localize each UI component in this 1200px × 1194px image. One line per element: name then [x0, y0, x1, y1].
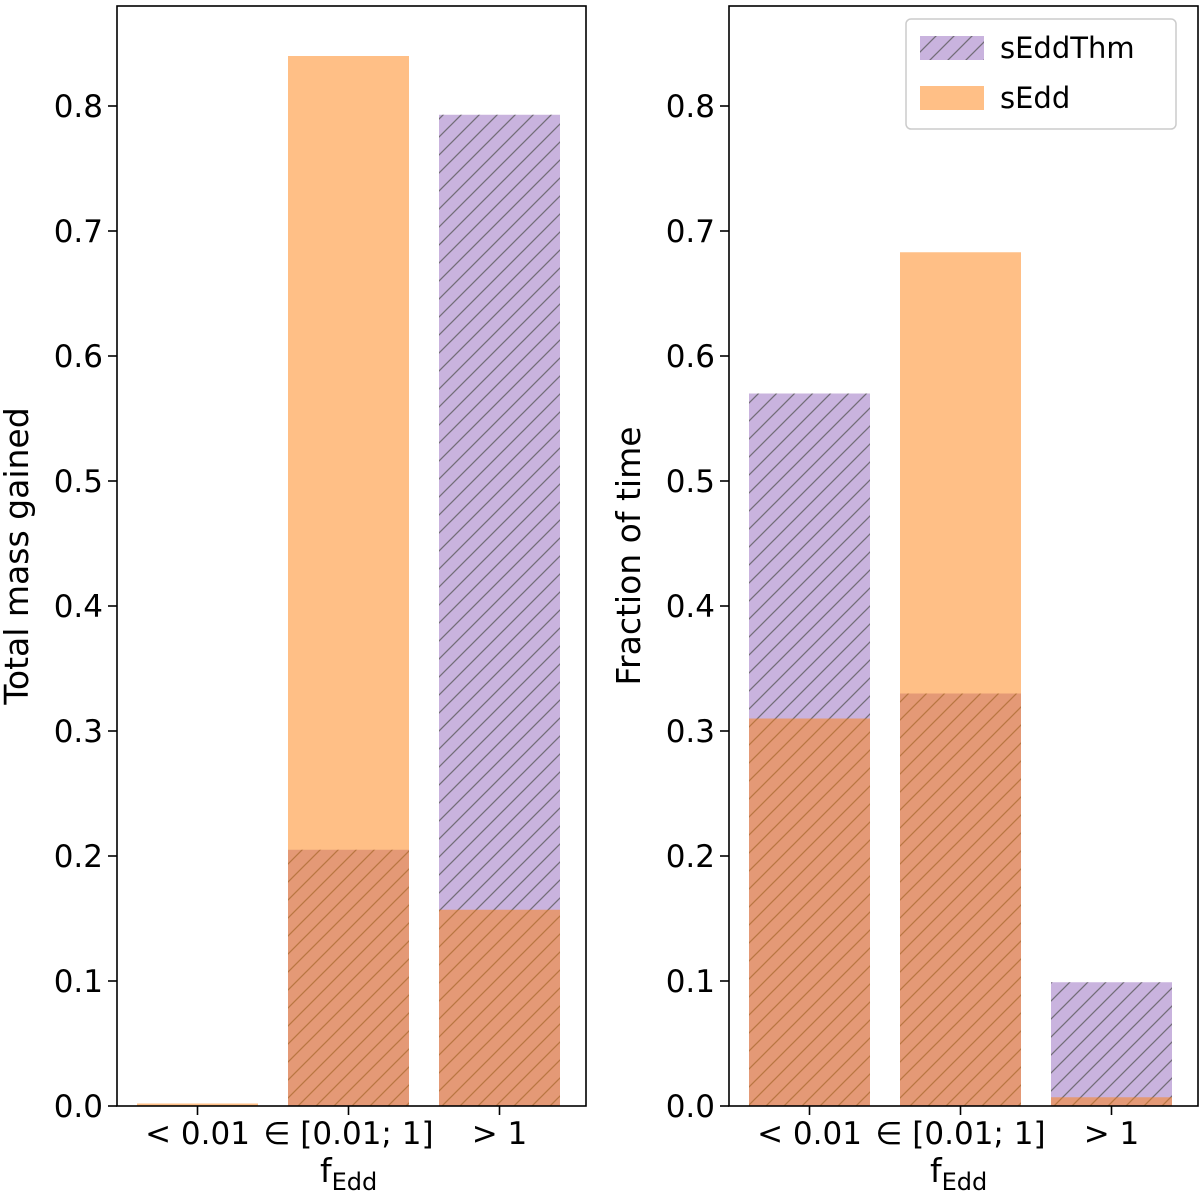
right-y-tick-label-4: 0.4	[666, 589, 715, 625]
right-y-axis-label: Fraction of time	[609, 426, 648, 685]
legend: sEddThm sEdd	[905, 18, 1177, 130]
right-y-tick-label-3: 0.3	[666, 714, 715, 750]
left-plot-frame	[116, 5, 587, 1107]
left-bars	[137, 56, 560, 1106]
left-x-ticks: < 0.01 ∈ [0.01; 1] > 1	[145, 1106, 527, 1152]
right-x-tick-label-2: > 1	[1084, 1116, 1140, 1152]
right-y-tick-label-8: 0.8	[666, 89, 715, 125]
legend-label-sEddThm: sEddThm	[1000, 31, 1135, 65]
right-y-tick-label-7: 0.7	[666, 214, 715, 250]
left-x-tick-label-2: > 1	[472, 1116, 528, 1152]
left-bar-sEdd-1	[288, 56, 409, 1106]
right-x-tick-label-0: < 0.01	[757, 1116, 862, 1152]
left-y-tick-label-0: 0.0	[54, 1089, 103, 1125]
left-y-tick-label-7: 0.7	[54, 214, 103, 250]
left-y-tick-label-1: 0.1	[54, 964, 103, 1000]
left-bar-sEdd-2	[439, 909, 560, 1106]
left-y-tick-label-4: 0.4	[54, 589, 103, 625]
left-bar-sEdd-0	[137, 1103, 258, 1106]
right-bar-sEdd-2	[1051, 1097, 1172, 1106]
legend-swatch-sEdd	[920, 86, 984, 110]
legend-label-sEdd: sEdd	[1000, 81, 1070, 115]
left-y-tick-label-6: 0.6	[54, 339, 103, 375]
left-panel: 0.0 0.1 0.2 0.3 0.4 0.5 0.6 0.7 0.8 < 0.01 ∈ [0.0…	[0, 5, 587, 1194]
left-y-tick-label-3: 0.3	[54, 714, 103, 750]
left-y-axis-label: Total mass gained	[0, 407, 36, 705]
right-bar-hatch-sEddThm-2	[1051, 982, 1172, 1106]
right-bar-sEdd-1	[900, 252, 1021, 1106]
right-y-tick-label-6: 0.6	[666, 339, 715, 375]
left-y-tick-label-2: 0.2	[54, 839, 103, 875]
right-panel: 0.0 0.1 0.2 0.3 0.4 0.5 0.6 0.7 0.8 < 0.01 ∈ [0.0…	[609, 5, 1199, 1194]
right-x-tick-label-1: ∈ [0.01; 1]	[875, 1116, 1045, 1152]
right-y-tick-label-0: 0.0	[666, 1089, 715, 1125]
left-x-axis-label: fEdd	[320, 1151, 377, 1194]
left-x-tick-label-0: < 0.01	[145, 1116, 250, 1152]
right-x-axis-label: fEdd	[930, 1151, 987, 1194]
left-x-tick-label-1: ∈ [0.01; 1]	[263, 1116, 433, 1152]
left-y-tick-label-5: 0.5	[54, 464, 103, 500]
right-bar-sEdd-0	[749, 718, 870, 1106]
right-y-ticks: 0.0 0.1 0.2 0.3 0.4 0.5 0.6 0.7 0.8	[666, 89, 729, 1125]
right-x-ticks: < 0.01 ∈ [0.01; 1] > 1	[757, 1106, 1139, 1152]
right-plot-frame	[728, 5, 1199, 1107]
right-y-tick-label-1: 0.1	[666, 964, 715, 1000]
right-y-tick-label-5: 0.5	[666, 464, 715, 500]
left-y-ticks: 0.0 0.1 0.2 0.3 0.4 0.5 0.6 0.7 0.8	[54, 89, 117, 1125]
legend-swatch-sEddThm-hatch	[920, 36, 984, 60]
right-y-tick-label-2: 0.2	[666, 839, 715, 875]
left-y-tick-label-8: 0.8	[54, 89, 103, 125]
right-bars	[749, 252, 1172, 1106]
